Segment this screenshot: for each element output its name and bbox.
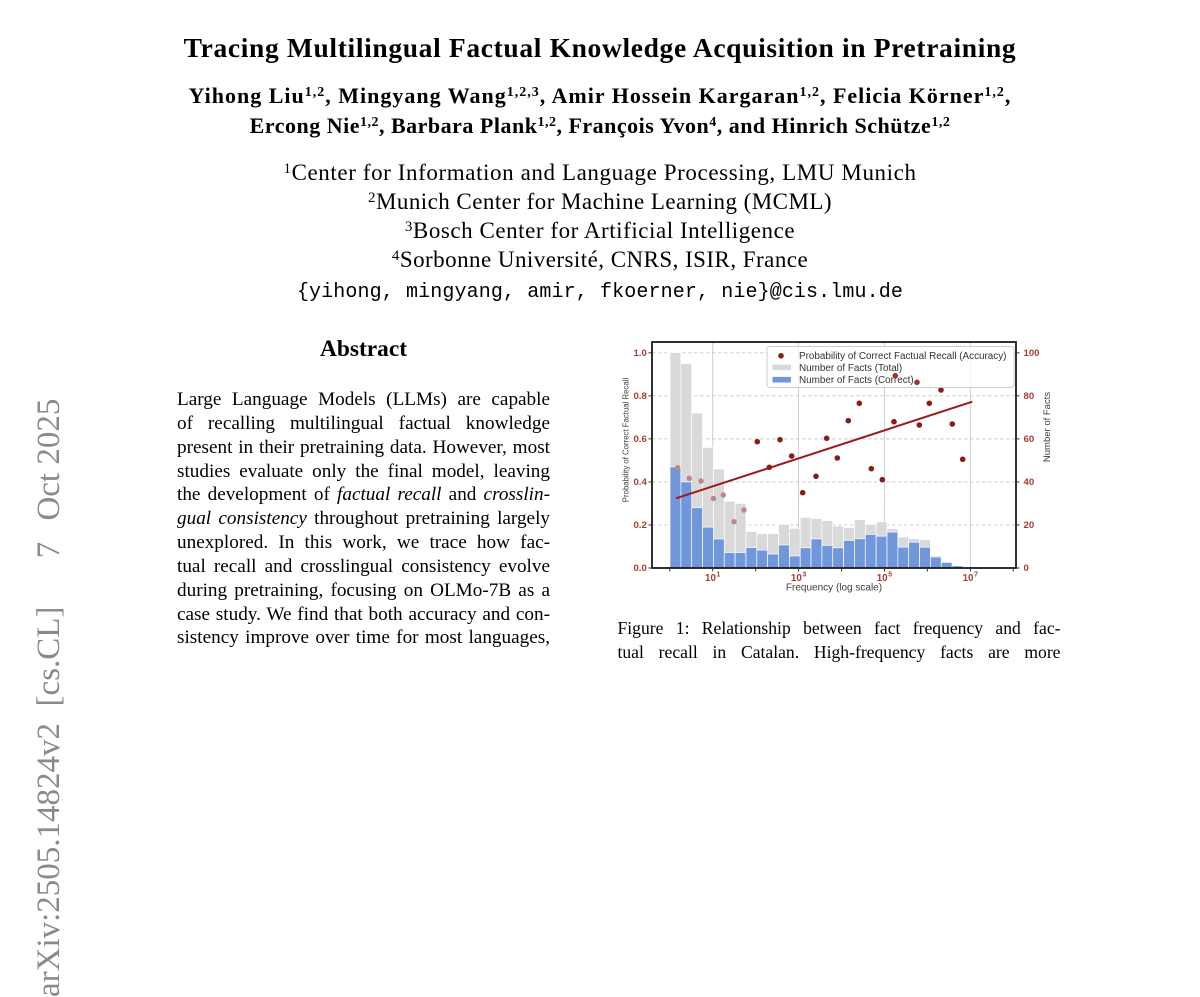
svg-text:10: 10 bbox=[791, 573, 802, 584]
svg-text:10: 10 bbox=[963, 573, 974, 584]
svg-text:Number of Facts (Correct): Number of Facts (Correct) bbox=[799, 375, 914, 386]
svg-text:20: 20 bbox=[1024, 520, 1035, 531]
svg-text:0.8: 0.8 bbox=[633, 391, 647, 402]
svg-text:Number of Facts: Number of Facts bbox=[1042, 392, 1053, 462]
svg-text:7: 7 bbox=[974, 572, 978, 579]
svg-text:1: 1 bbox=[717, 572, 721, 579]
svg-text:10: 10 bbox=[877, 573, 888, 584]
svg-text:0.4: 0.4 bbox=[633, 477, 647, 488]
svg-text:40: 40 bbox=[1024, 477, 1035, 488]
svg-text:100: 100 bbox=[1024, 348, 1040, 359]
svg-text:Frequency (log scale): Frequency (log scale) bbox=[786, 583, 882, 594]
svg-text:0.6: 0.6 bbox=[633, 434, 646, 445]
svg-text:0: 0 bbox=[1024, 563, 1029, 574]
svg-text:0.2: 0.2 bbox=[633, 520, 646, 531]
svg-text:0.0: 0.0 bbox=[633, 563, 646, 574]
svg-text:Number of Facts (Total): Number of Facts (Total) bbox=[799, 363, 902, 374]
svg-text:5: 5 bbox=[888, 572, 892, 579]
svg-text:Probability of Correct Factual: Probability of Correct Factual Recall bbox=[622, 378, 631, 503]
svg-text:60: 60 bbox=[1024, 434, 1035, 445]
svg-text:3: 3 bbox=[802, 572, 806, 579]
svg-text:Probability of Correct Factual: Probability of Correct Factual Recall (A… bbox=[799, 351, 1006, 362]
svg-text:80: 80 bbox=[1024, 391, 1035, 402]
svg-text:1.0: 1.0 bbox=[633, 348, 646, 359]
svg-text:10: 10 bbox=[705, 573, 716, 584]
